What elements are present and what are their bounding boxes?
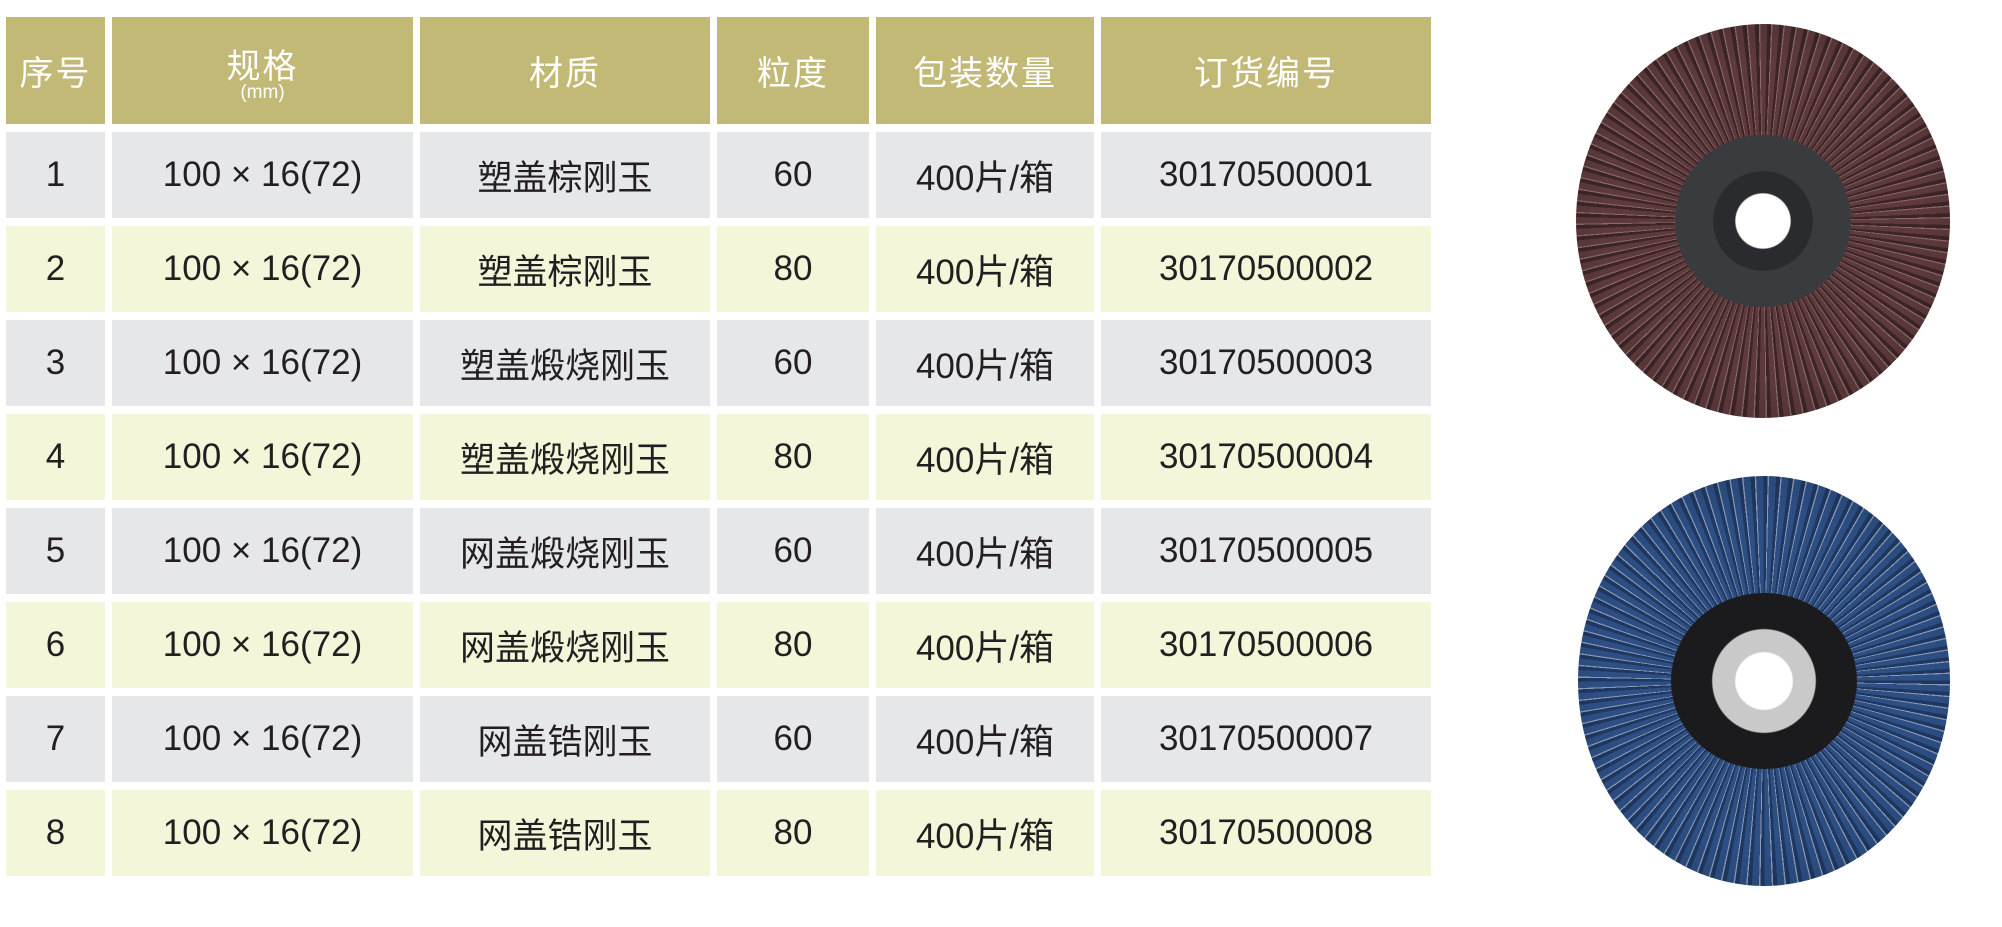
table-row: 1 100 × 16(72) 塑盖棕刚玉 60 400片/箱 30170500001	[6, 132, 1431, 218]
cell-packing: 400片/箱	[876, 508, 1094, 594]
cell-grit: 80	[717, 414, 869, 500]
cell-index: 4	[6, 414, 105, 500]
cell-material: 塑盖棕刚玉	[420, 226, 710, 312]
cell-grit: 60	[717, 696, 869, 782]
table-row: 2 100 × 16(72) 塑盖棕刚玉 80 400片/箱 30170500002	[6, 226, 1431, 312]
cell-material: 塑盖煅烧刚玉	[420, 320, 710, 406]
cell-grit: 60	[717, 320, 869, 406]
table-row: 3 100 × 16(72) 塑盖煅烧刚玉 60 400片/箱 30170500003	[6, 320, 1431, 406]
cell-index: 8	[6, 790, 105, 876]
cell-order-no: 30170500008	[1101, 790, 1431, 876]
cell-material: 塑盖煅烧刚玉	[420, 414, 710, 500]
cell-packing: 400片/箱	[876, 226, 1094, 312]
cell-spec: 100 × 16(72)	[112, 320, 413, 406]
header-spec-label: 规格	[226, 48, 299, 86]
cell-order-no: 30170500004	[1101, 414, 1431, 500]
table-row: 5 100 × 16(72) 网盖煅烧刚玉 60 400片/箱 30170500005	[6, 508, 1431, 594]
cell-spec: 100 × 16(72)	[112, 696, 413, 782]
cell-packing: 400片/箱	[876, 790, 1094, 876]
cell-packing: 400片/箱	[876, 320, 1094, 406]
cell-index: 3	[6, 320, 105, 406]
header-index: 序号	[6, 17, 105, 124]
cell-packing: 400片/箱	[876, 696, 1094, 782]
cell-material: 网盖锆刚玉	[420, 790, 710, 876]
cell-order-no: 30170500006	[1101, 602, 1431, 688]
cell-spec: 100 × 16(72)	[112, 508, 413, 594]
cell-order-no: 30170500005	[1101, 508, 1431, 594]
table-row: 8 100 × 16(72) 网盖锆刚玉 80 400片/箱 30170500008	[6, 790, 1431, 876]
cell-index: 6	[6, 602, 105, 688]
cell-grit: 60	[717, 132, 869, 218]
cell-spec: 100 × 16(72)	[112, 602, 413, 688]
blue-flap-disc-image	[1578, 476, 1950, 886]
cell-material: 网盖锆刚玉	[420, 696, 710, 782]
header-packing: 包装数量	[876, 17, 1094, 124]
cell-spec: 100 × 16(72)	[112, 414, 413, 500]
cell-spec: 100 × 16(72)	[112, 790, 413, 876]
cell-spec: 100 × 16(72)	[112, 226, 413, 312]
table-row: 4 100 × 16(72) 塑盖煅烧刚玉 80 400片/箱 30170500004	[6, 414, 1431, 500]
cell-index: 5	[6, 508, 105, 594]
cell-grit: 80	[717, 790, 869, 876]
cell-index: 2	[6, 226, 105, 312]
cell-grit: 80	[717, 226, 869, 312]
header-spec-unit: (mm)	[240, 82, 285, 103]
header-material: 材质	[420, 17, 710, 124]
plastic-cover-hub	[1675, 135, 1851, 307]
cell-packing: 400片/箱	[876, 414, 1094, 500]
brown-flap-disc-image	[1576, 24, 1950, 418]
cell-material: 网盖煅烧刚玉	[420, 602, 710, 688]
header-order-no: 订货编号	[1101, 17, 1431, 124]
cell-packing: 400片/箱	[876, 132, 1094, 218]
cell-index: 7	[6, 696, 105, 782]
cell-index: 1	[6, 132, 105, 218]
cell-material: 网盖煅烧刚玉	[420, 508, 710, 594]
header-grit: 粒度	[717, 17, 869, 124]
cell-grit: 80	[717, 602, 869, 688]
cell-spec: 100 × 16(72)	[112, 132, 413, 218]
cell-order-no: 30170500007	[1101, 696, 1431, 782]
table-row: 7 100 × 16(72) 网盖锆刚玉 60 400片/箱 30170500007	[6, 696, 1431, 782]
cell-order-no: 30170500003	[1101, 320, 1431, 406]
mesh-cover-hub	[1671, 593, 1857, 769]
cell-packing: 400片/箱	[876, 602, 1094, 688]
cell-order-no: 30170500001	[1101, 132, 1431, 218]
cell-order-no: 30170500002	[1101, 226, 1431, 312]
cell-grit: 60	[717, 508, 869, 594]
header-row: 序号 规格 (mm) 材质 粒度 包装数量 订货编号	[6, 17, 1431, 124]
spec-table: 序号 规格 (mm) 材质 粒度 包装数量 订货编号 1 100 × 16(72) 塑…	[0, 9, 1438, 884]
header-spec: 规格 (mm)	[112, 17, 413, 124]
cell-material: 塑盖棕刚玉	[420, 132, 710, 218]
table-row: 6 100 × 16(72) 网盖煅烧刚玉 80 400片/箱 30170500006	[6, 602, 1431, 688]
